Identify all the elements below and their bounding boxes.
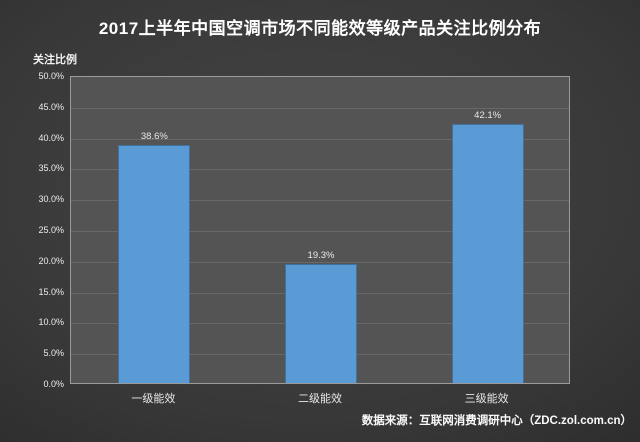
y-tick-label: 0.0%: [43, 379, 64, 389]
y-tick-label: 35.0%: [38, 163, 64, 174]
y-tick-label: 20.0%: [38, 255, 64, 266]
y-tick-label: 30.0%: [38, 194, 64, 205]
x-category-label: 三级能效: [464, 393, 509, 405]
gridline: [71, 261, 569, 263]
gridline: [71, 138, 569, 140]
y-tick-label: 10.0%: [38, 317, 64, 328]
bar-value-label: 19.3%: [307, 250, 335, 262]
bar-二级能效: [285, 264, 357, 383]
data-source-note: 数据来源：互联网消费调研中心（ZDC.zol.com.cn）: [361, 415, 632, 427]
y-tick-label: 40.0%: [38, 132, 64, 143]
gridline: [71, 231, 569, 232]
y-tick-label: 45.0%: [38, 101, 64, 112]
bar-三级能效: [451, 123, 524, 383]
x-category-label: 一级能效: [131, 393, 176, 405]
y-tick-label: 25.0%: [38, 225, 64, 235]
gridline: [71, 169, 569, 171]
y-axis-title: 关注比例: [33, 54, 77, 66]
gridline: [71, 107, 569, 109]
y-tick-label: 15.0%: [38, 286, 64, 297]
bar-value-label: 42.1%: [474, 109, 502, 121]
gridline: [71, 200, 569, 202]
x-category-label: 二级能效: [298, 393, 342, 405]
chart-title: 2017上半年中国空调市场不同能效等级产品关注比例分布: [98, 19, 542, 38]
y-tick-label: 50.0%: [38, 71, 64, 81]
bar-value-label: 38.6%: [140, 131, 168, 143]
bar-一级能效: [118, 145, 191, 383]
y-tick-label: 5.0%: [43, 348, 64, 359]
plot-area: 38.6% 19.3% 42.1%: [70, 76, 570, 384]
